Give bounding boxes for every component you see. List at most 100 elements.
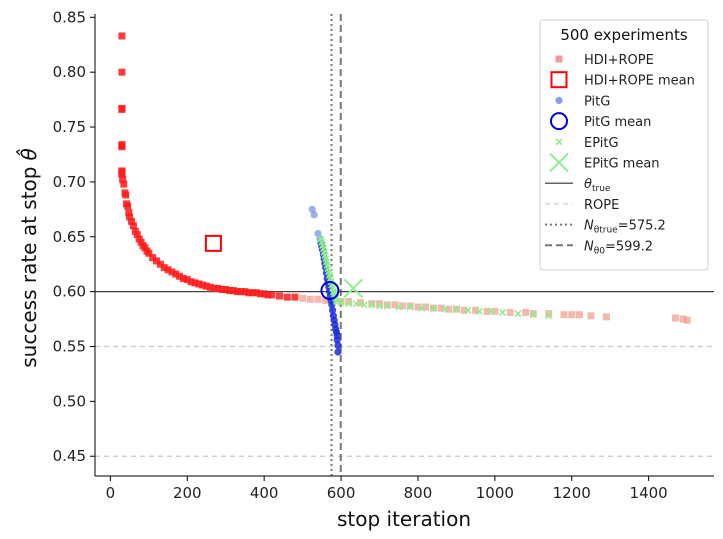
hdi-rope-point [283,293,291,301]
legend-label-sub: θ0 [594,246,606,256]
epitg-point-stroke-b [329,288,337,296]
epitg-point-stroke-b [319,241,327,250]
legend-title: 500 experiments [560,26,688,44]
hdi-rope-point [276,292,284,300]
hdi-rope-point [191,279,199,287]
legend-label-sub: θtrue [594,226,618,236]
x-tick-label: 600 [327,484,356,502]
y-tick-label: 0.50 [53,392,86,410]
hdi-rope-point [679,315,687,323]
epitg-point-stroke-b [333,297,341,306]
epitg-point-stroke-b [326,274,334,283]
epitg-point [441,305,449,313]
epitg-point [418,304,426,312]
y-tick-label: 0.65 [53,228,86,246]
legend-entry: PitG mean [550,112,651,130]
epitg-point-stroke-b [322,258,331,266]
legend-entry: EPitG mean [549,152,660,173]
epitg-point [337,299,345,307]
epitg-point [529,311,537,319]
hdi-rope-point [568,311,576,319]
pitg-point [334,341,342,350]
legend-marker [555,55,563,63]
hdi-rope-point [483,307,491,315]
pitg-point [333,336,341,344]
legend-label: Nθtrue=575.2 [584,219,666,236]
hdi-rope-point [437,304,445,312]
hdi-rope-point [206,283,214,291]
epitg-point-stroke-b [324,265,332,273]
epitg-point [383,302,391,310]
hdi-rope-point [183,276,191,284]
epitg-point-stroke-b [322,255,330,263]
y-tick-label: 0.60 [53,283,86,301]
epitg-point-stroke-b [325,271,334,279]
hdi-rope-point [124,202,132,210]
legend: 500 experiments HDI+ROPE HDI+ROPE mean PitG… [539,19,709,271]
hdi-rope-point [256,290,264,298]
x-tick-label: 1000 [476,484,514,502]
legend-label-main: HDI+ROPE [584,53,654,68]
hdi-rope-point [683,316,691,324]
hdi-rope-point [218,285,226,293]
stop-iteration-reference-lines [330,14,342,476]
hdi-rope-point [168,268,176,276]
legend-label: ROPE [584,198,619,213]
legend-entry: Nθ0=599.2 [545,239,653,256]
hdi-rope-point [575,311,583,319]
epitg-point-stroke-b [487,307,495,315]
epitg-point [452,305,460,313]
pitg-mean-marker [320,281,340,301]
epitg-point-stroke-b [498,308,507,317]
y-tick-label: 0.80 [53,63,86,81]
epitg-point-stroke-b [318,238,326,246]
pitg-point [310,211,318,219]
hdi-rope-point [376,300,384,308]
x-tick-label: 1400 [630,484,668,502]
legend-entry: HDI+ROPE [555,53,654,68]
epitg-point-stroke-b [406,303,414,311]
hdi-rope-point [299,294,307,302]
data-points [118,32,691,356]
epitg-point-stroke-b [321,251,329,259]
epitg-point [375,302,384,310]
mean-markers [204,234,364,301]
y-axis-title-symbol: θ̂ [16,148,41,160]
epitg-point-stroke-b [345,300,353,308]
axes [94,14,714,477]
epitg-point-stroke-b [320,248,328,256]
hdi-rope-point [399,302,407,310]
x-tick-label: 400 [250,484,279,502]
legend-marker [549,152,569,173]
hdi-rope-point [587,312,595,320]
hdi-rope-point [226,287,234,295]
hdi-rope-point [214,284,222,292]
hdi-rope-point [506,308,514,316]
hdi-rope-point [672,314,680,322]
hdi-rope-point [160,263,168,271]
epitg-point-stroke-b [514,310,522,318]
hdi-rope-point [260,290,268,298]
epitg-point-stroke-b [529,311,537,319]
epitg-point [464,306,472,314]
hdi-rope-point [129,222,137,230]
legend-label-main: EPitG mean [584,157,660,172]
hdi-rope-point [222,285,230,293]
epitg-point-stroke-b [360,301,368,309]
x-tick-label: 800 [404,484,433,502]
y-tick-label: 0.75 [53,118,86,136]
hdi-rope-point [472,306,480,314]
hdi-rope-point [149,254,157,262]
pitg-point [334,348,342,356]
hdi-rope-point [322,296,330,304]
legend-label-main: ROPE [584,198,619,213]
legend-marker [550,71,568,89]
hdi-rope-point [118,32,126,40]
legend-label-main: N [584,239,594,254]
legend-label: PitG mean [584,115,651,130]
hdi-rope-point [176,272,184,280]
hdi-rope-point [252,289,260,297]
epitg-point-stroke-b [383,302,391,310]
hdi-rope-point [156,260,164,268]
legend-entry: EPitG [555,136,619,151]
